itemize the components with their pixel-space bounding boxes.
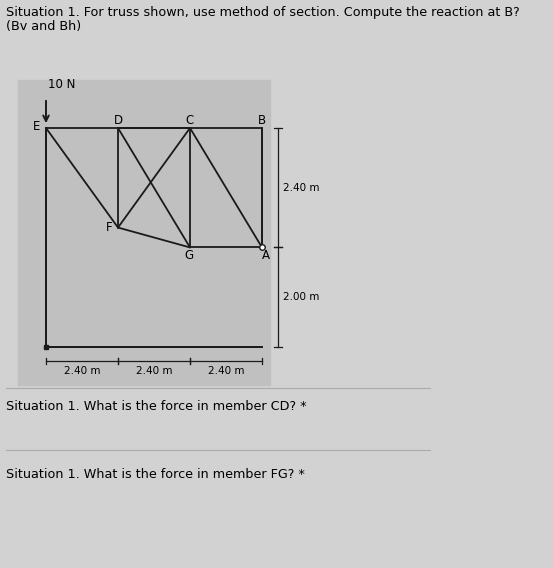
Text: 2.00 m: 2.00 m: [283, 292, 320, 302]
Text: E: E: [33, 119, 41, 132]
Text: D: D: [113, 115, 123, 127]
Text: Situation 1. For truss shown, use method of section. Compute the reaction at B?: Situation 1. For truss shown, use method…: [6, 6, 520, 19]
Text: A: A: [262, 249, 270, 262]
Bar: [18, 80, 270, 385]
Text: 2.40 m: 2.40 m: [208, 366, 244, 376]
Text: F: F: [106, 221, 112, 234]
Text: Situation 1. What is the force in member FG? *: Situation 1. What is the force in member…: [6, 468, 305, 481]
Text: 2.40 m: 2.40 m: [64, 366, 100, 376]
Text: G: G: [185, 249, 194, 262]
Text: Situation 1. What is the force in member CD? *: Situation 1. What is the force in member…: [6, 400, 306, 413]
Text: C: C: [186, 115, 194, 127]
Text: 2.40 m: 2.40 m: [283, 183, 320, 193]
Text: 10 N: 10 N: [48, 78, 75, 91]
Text: 2.40 m: 2.40 m: [135, 366, 172, 376]
Text: (Bv and Bh): (Bv and Bh): [6, 20, 81, 33]
Text: B: B: [258, 115, 266, 127]
